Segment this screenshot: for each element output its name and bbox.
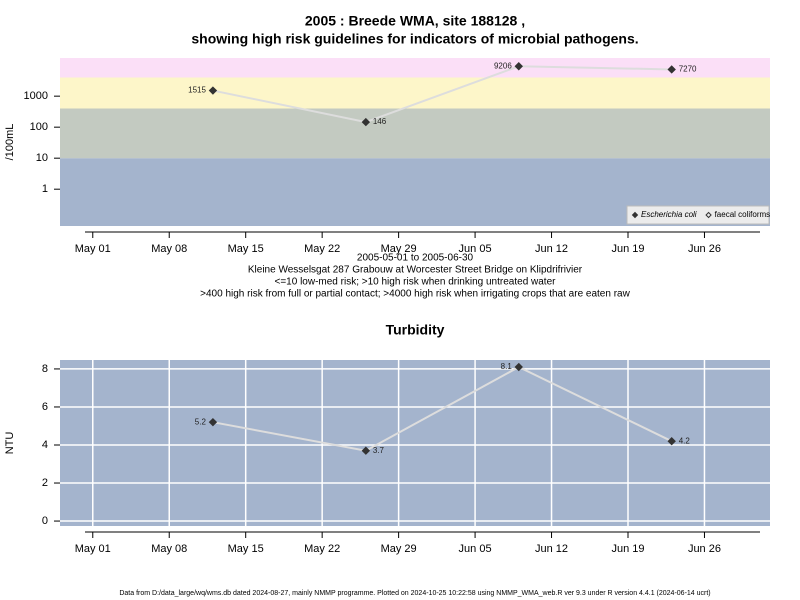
point-label: 7270 bbox=[679, 65, 697, 74]
chart-note: 2005-05-01 to 2005-06-30 bbox=[357, 253, 474, 264]
x-tick-label: May 22 bbox=[304, 243, 340, 255]
data-point bbox=[208, 86, 218, 95]
chart-note: <=10 low-med risk; >10 high risk when dr… bbox=[275, 277, 557, 288]
x-tick-label: Jun 19 bbox=[611, 543, 644, 555]
y-tick-label: 6 bbox=[42, 401, 48, 413]
data-point bbox=[208, 417, 218, 427]
chart-title: 2005 : Breede WMA, site 188128 , bbox=[305, 13, 525, 29]
data-point bbox=[361, 446, 371, 455]
legend-label: faecal coliforms bbox=[715, 210, 771, 219]
point-label: 146 bbox=[373, 117, 387, 126]
x-tick-label: Jun 26 bbox=[688, 543, 721, 555]
data-point bbox=[514, 62, 523, 71]
y-tick-label: 8 bbox=[42, 363, 48, 375]
data-point bbox=[361, 117, 371, 127]
chart-note: Kleine Wesselsgat 287 Grabouw at Worcest… bbox=[248, 265, 583, 276]
x-tick-label: Jun 12 bbox=[535, 543, 568, 555]
y-tick-label: 0 bbox=[42, 515, 48, 527]
footer: Data from D:/data_large/wq/wms.db dated … bbox=[119, 590, 710, 597]
x-tick-label: May 15 bbox=[228, 243, 264, 255]
point-label: 3.7 bbox=[373, 446, 385, 455]
y-tick-label: 100 bbox=[30, 121, 48, 133]
series-line bbox=[212, 365, 673, 452]
legend-marker bbox=[705, 211, 712, 219]
y-tick-label: 2 bbox=[42, 477, 48, 489]
data-point bbox=[514, 362, 523, 372]
data-point bbox=[667, 65, 676, 74]
y-tick-label: 4 bbox=[42, 439, 48, 451]
x-tick-label: May 29 bbox=[381, 243, 417, 255]
y-tick-label: 1000 bbox=[24, 90, 48, 102]
chart-note: >400 high risk from full or partial cont… bbox=[200, 289, 630, 300]
chart-title: Turbidity bbox=[386, 322, 445, 338]
x-tick-label: Jun 12 bbox=[535, 243, 568, 255]
y-tick-label: 10 bbox=[36, 152, 48, 164]
point-label: 9206 bbox=[494, 61, 512, 70]
x-tick-label: May 01 bbox=[75, 243, 111, 255]
x-tick-label: Jun 05 bbox=[459, 543, 492, 555]
x-tick-label: Jun 19 bbox=[611, 243, 644, 255]
y-tick-label: 1 bbox=[42, 183, 48, 195]
risk-band bbox=[60, 108, 770, 159]
series-line bbox=[212, 65, 672, 124]
legend-label: Escherichia coli bbox=[641, 210, 697, 219]
y-axis-label: /100mL bbox=[4, 124, 16, 161]
x-tick-label: May 15 bbox=[228, 543, 264, 555]
x-tick-label: Jun 05 bbox=[459, 243, 492, 255]
point-label: 5.2 bbox=[195, 417, 207, 426]
x-tick-label: May 08 bbox=[151, 243, 187, 255]
risk-band bbox=[60, 58, 770, 78]
x-tick-label: May 01 bbox=[75, 543, 111, 555]
point-label: 8.1 bbox=[501, 362, 513, 371]
legend-box bbox=[626, 205, 770, 225]
x-tick-label: May 08 bbox=[151, 543, 187, 555]
chart-title: showing high risk guidelines for indicat… bbox=[191, 31, 638, 47]
point-label: 1515 bbox=[188, 86, 206, 95]
point-label: 4.2 bbox=[679, 436, 691, 445]
x-tick-label: May 29 bbox=[381, 543, 417, 555]
x-tick-label: Jun 26 bbox=[688, 243, 721, 255]
y-axis-label: NTU bbox=[4, 432, 16, 455]
plot-background bbox=[60, 360, 770, 526]
legend-marker bbox=[631, 211, 639, 219]
x-tick-label: May 22 bbox=[304, 543, 340, 555]
data-point bbox=[667, 436, 676, 446]
